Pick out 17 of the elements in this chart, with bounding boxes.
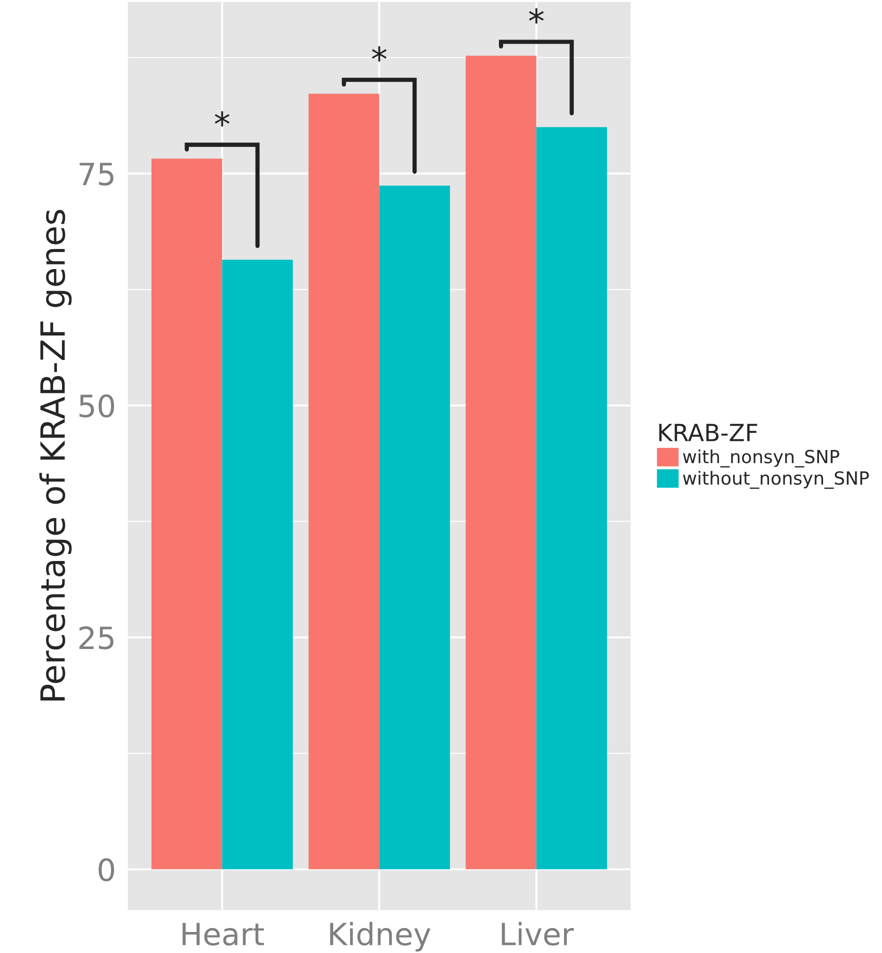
bar: [379, 186, 450, 870]
legend-label: with_nonsyn_SNP: [682, 449, 840, 468]
annotation: *: [214, 111, 230, 126]
y-tick-label: 0: [98, 858, 114, 882]
legend-label: without_nonsyn_SNP: [682, 470, 869, 489]
x-tick-label: Kidney: [330, 922, 430, 952]
x-tick-label: Heart: [182, 922, 264, 946]
x-tick-label: Liver: [502, 922, 574, 946]
y-axis-title: Percentage of KRAB-ZF genes: [39, 210, 72, 700]
y-tick-label: 25: [79, 626, 114, 650]
annotation: *: [372, 46, 387, 62]
legend-title: KRAB-ZF: [659, 424, 758, 442]
annotation: *: [529, 8, 544, 24]
y-tick-label: 50: [80, 394, 114, 418]
bar: [222, 260, 293, 870]
bar: [536, 127, 608, 870]
y-tick-label: 75: [80, 162, 114, 186]
